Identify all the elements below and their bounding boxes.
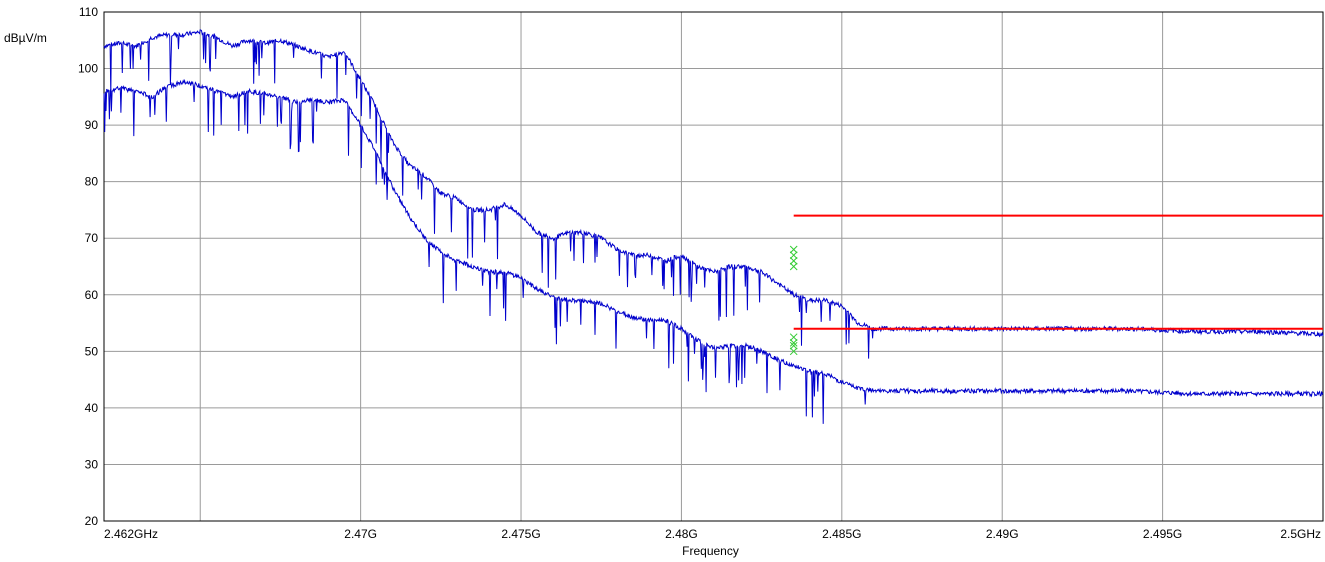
y-tick-label: 20 <box>85 514 99 528</box>
x-axis-ticks: 2.462GHz 2.47G 2.475G 2.48G 2.485G 2.49G 2.495… <box>104 527 1321 541</box>
x-tick-label: 2.48G <box>665 527 698 541</box>
x-marker <box>789 256 798 265</box>
grid-lines <box>103 11 1324 522</box>
series-line <box>103 29 1324 359</box>
x-marker <box>789 347 798 356</box>
y-tick-label: 80 <box>85 175 99 189</box>
x-tick-label: 2.475G <box>501 527 540 541</box>
y-axis-ticks: 20 30 40 50 60 70 80 90 100 110 <box>78 5 98 528</box>
x-tick-label: 2.495G <box>1143 527 1182 541</box>
x-tick-label: 2.485G <box>822 527 861 541</box>
x-tick-label: 2.47G <box>344 527 377 541</box>
x-tick-label: 2.49G <box>986 527 1019 541</box>
series-layer <box>103 29 1324 424</box>
x-tick-label: 2.5GHz <box>1280 527 1321 541</box>
y-tick-label: 70 <box>85 231 99 245</box>
plot-frame <box>103 11 1324 522</box>
y-tick-label: 50 <box>85 344 99 358</box>
series-line <box>103 78 1324 424</box>
y-tick-label: 60 <box>85 288 99 302</box>
y-tick-label: 90 <box>85 118 99 132</box>
y-axis-label: dBµV/m <box>4 31 47 45</box>
marker-layer <box>789 245 798 356</box>
y-tick-label: 100 <box>78 62 98 76</box>
x-marker <box>789 262 798 271</box>
x-marker <box>789 333 798 342</box>
x-tick-label: 2.462GHz <box>104 527 158 541</box>
y-tick-label: 110 <box>79 5 98 19</box>
y-tick-label: 30 <box>85 457 99 471</box>
x-marker <box>789 245 798 254</box>
y-tick-label: 40 <box>85 401 99 415</box>
x-axis-label: Frequency <box>682 544 739 558</box>
x-marker <box>789 341 798 350</box>
x-marker <box>789 251 798 260</box>
x-marker <box>789 338 798 347</box>
